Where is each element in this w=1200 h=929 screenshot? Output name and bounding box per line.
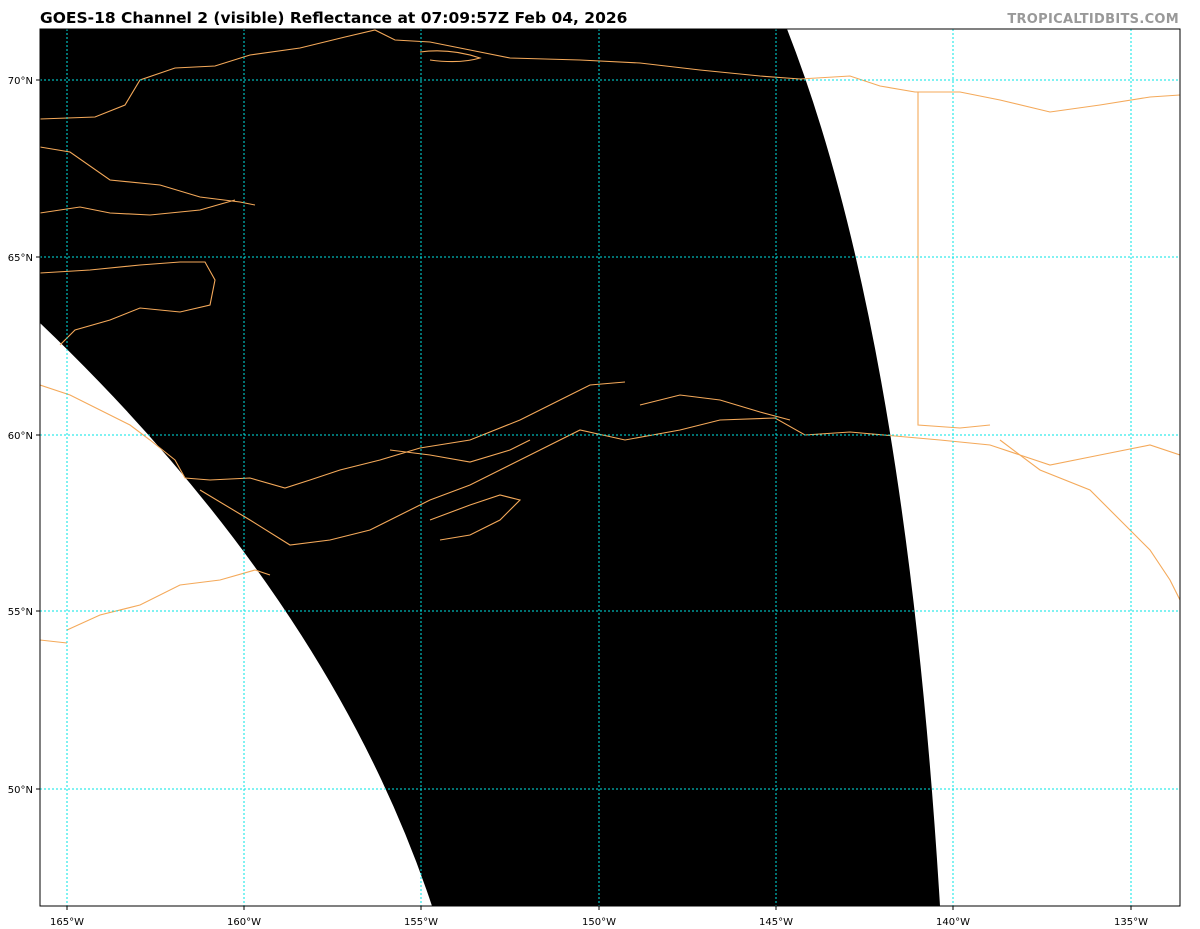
longitude-label: 150°W <box>582 917 616 928</box>
latitude-label: 50°N <box>8 785 33 796</box>
imagery-swath <box>40 29 940 906</box>
map-title: GOES-18 Channel 2 (visible) Reflectance … <box>40 9 628 27</box>
longitude-label: 160°W <box>227 917 261 928</box>
longitude-label: 145°W <box>759 917 793 928</box>
coastlines <box>40 29 1180 644</box>
longitude-label: 140°W <box>936 917 970 928</box>
latitude-label: 60°N <box>8 431 33 442</box>
latitude-label: 70°N <box>8 76 33 87</box>
map-frame <box>39 28 1181 907</box>
longitude-label: 135°W <box>1114 917 1148 928</box>
longitude-label: 155°W <box>404 917 438 928</box>
watermark: TROPICALTIDBITS.COM <box>1007 12 1179 27</box>
latitude-label: 55°N <box>8 607 33 618</box>
gridlines <box>40 29 1180 906</box>
longitude-label: 165°W <box>50 917 84 928</box>
latitude-label: 65°N <box>8 253 33 264</box>
